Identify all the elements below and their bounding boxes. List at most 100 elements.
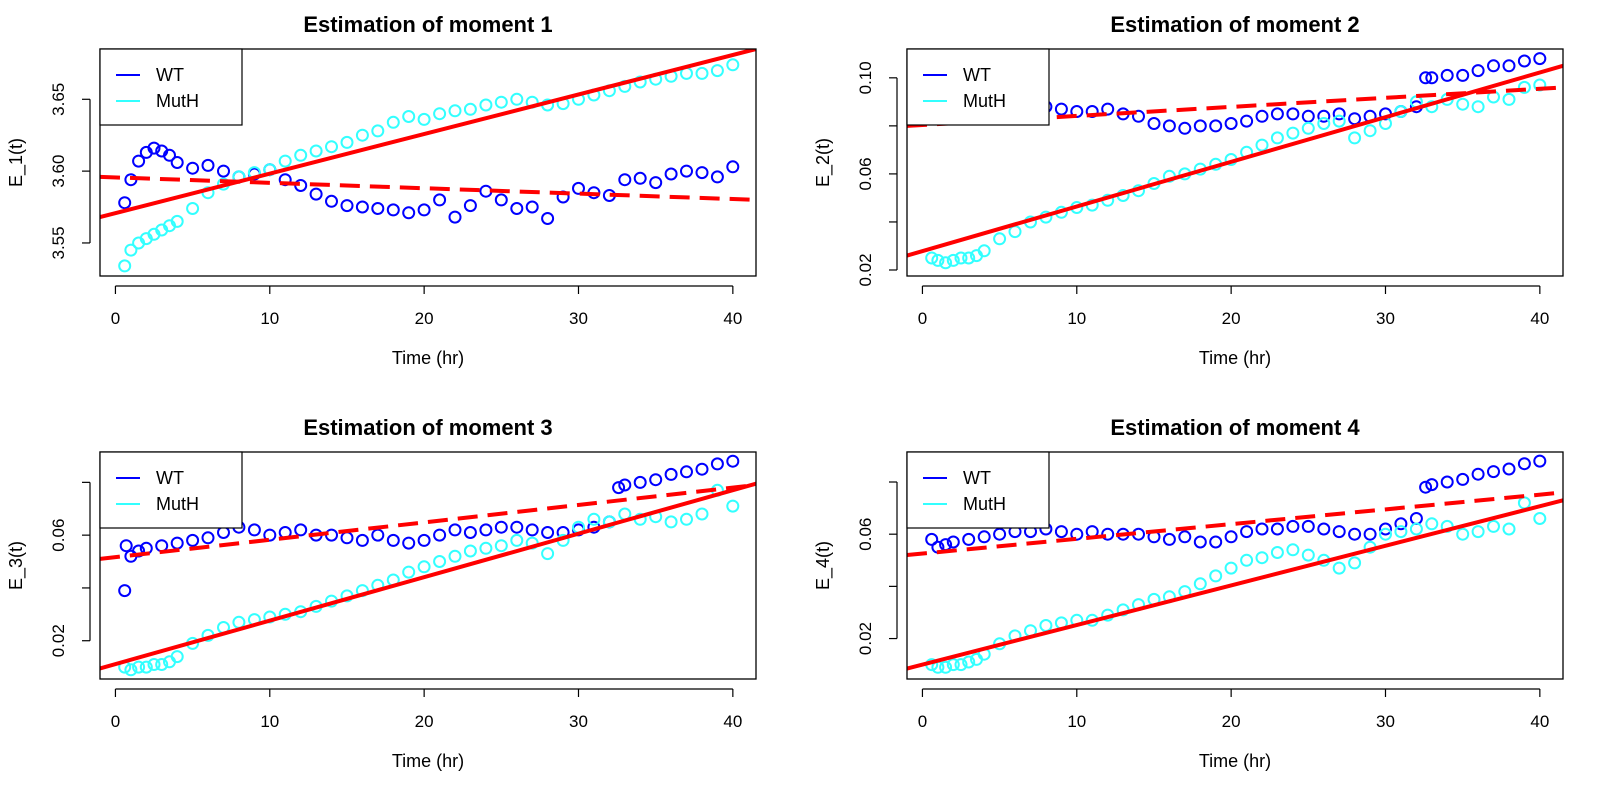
legend-label-wt: WT bbox=[963, 468, 991, 488]
x-axis-label: Time (hr) bbox=[392, 348, 464, 368]
data-point-wt bbox=[695, 166, 709, 180]
data-point-muth bbox=[232, 615, 246, 629]
data-point-muth bbox=[726, 58, 740, 72]
series-wt bbox=[118, 141, 740, 225]
data-point-wt bbox=[525, 523, 539, 537]
y-tick-label: 0.10 bbox=[856, 61, 875, 94]
data-point-muth bbox=[510, 92, 524, 106]
data-point-muth bbox=[1209, 569, 1223, 583]
data-point-muth bbox=[402, 565, 416, 579]
data-point-muth bbox=[170, 214, 184, 228]
data-point-muth bbox=[1348, 131, 1362, 145]
data-point-muth bbox=[1332, 561, 1346, 575]
data-point-muth bbox=[993, 232, 1007, 246]
data-point-muth bbox=[1224, 561, 1238, 575]
data-point-wt bbox=[1409, 512, 1423, 525]
data-point-muth bbox=[186, 202, 200, 215]
data-point-muth bbox=[1456, 527, 1470, 541]
data-point-wt bbox=[132, 154, 146, 168]
data-point-wt bbox=[1255, 522, 1269, 536]
fit-line-muth-solid bbox=[907, 63, 1563, 258]
plot-frame bbox=[99, 48, 757, 277]
data-point-muth bbox=[1193, 577, 1207, 591]
data-point-wt bbox=[664, 467, 678, 481]
data-point-wt bbox=[1101, 527, 1115, 541]
chart-title: Estimation of moment 2 bbox=[1110, 12, 1359, 37]
x-axis: 0 10 20 30 40 Time (hr) bbox=[111, 688, 742, 771]
x-axis: 0 10 20 30 40 Time (hr) bbox=[111, 285, 742, 368]
data-point-muth bbox=[1039, 619, 1053, 632]
data-point-wt bbox=[1487, 465, 1500, 479]
data-point-wt bbox=[1419, 71, 1433, 85]
legend-label-wt: WT bbox=[156, 65, 184, 85]
data-point-wt bbox=[448, 523, 462, 537]
y-axis-label: E_2(t) bbox=[813, 138, 834, 187]
data-point-muth bbox=[448, 104, 462, 118]
data-point-wt bbox=[1517, 54, 1531, 68]
data-point-muth bbox=[155, 658, 169, 671]
data-point-muth bbox=[433, 555, 447, 568]
data-point-muth bbox=[1270, 546, 1284, 559]
data-point-wt bbox=[1348, 527, 1362, 541]
data-point-muth bbox=[510, 533, 524, 547]
data-point-muth bbox=[139, 660, 153, 674]
data-point-wt bbox=[186, 533, 200, 547]
legend: WT MutH bbox=[99, 48, 243, 126]
data-point-wt bbox=[340, 531, 354, 545]
x-axis: 0 10 20 30 40 Time (hr) bbox=[918, 285, 1549, 368]
data-point-wt bbox=[433, 193, 447, 207]
data-point-wt bbox=[1193, 119, 1207, 133]
data-point-wt bbox=[1178, 121, 1192, 135]
data-point-muth bbox=[402, 110, 416, 123]
data-point-wt bbox=[186, 161, 200, 175]
data-point-muth bbox=[170, 650, 184, 664]
fit-line-muth-solid bbox=[100, 481, 756, 671]
data-point-wt bbox=[618, 173, 632, 187]
panel-3: Estimation of moment 3 0 10 20 30 40 Time (hr)… bbox=[6, 415, 757, 771]
data-point-wt bbox=[1419, 480, 1433, 494]
data-point-muth bbox=[977, 244, 991, 258]
data-point-muth bbox=[1471, 100, 1485, 114]
data-point-wt bbox=[1147, 117, 1161, 130]
data-point-muth bbox=[1471, 525, 1485, 539]
plot-frame bbox=[906, 48, 1564, 277]
fit-line-muth-solid bbox=[100, 49, 756, 220]
data-point-wt bbox=[618, 478, 632, 492]
data-point-muth bbox=[962, 655, 976, 669]
data-point-wt bbox=[355, 200, 369, 214]
data-point-wt bbox=[325, 194, 338, 208]
legend-label-muth: MutH bbox=[963, 91, 1006, 111]
data-point-wt bbox=[1240, 114, 1254, 128]
data-point-muth bbox=[479, 541, 493, 555]
data-point-wt bbox=[1456, 68, 1470, 82]
data-point-wt bbox=[1440, 68, 1454, 82]
data-point-wt bbox=[946, 535, 960, 549]
data-point-muth bbox=[1348, 556, 1362, 570]
x-tick-label: 40 bbox=[1530, 309, 1549, 328]
x-tick-label: 40 bbox=[723, 309, 742, 328]
data-point-muth bbox=[124, 243, 138, 257]
data-point-wt bbox=[1502, 59, 1516, 73]
x-tick-label: 20 bbox=[415, 309, 434, 328]
data-point-wt bbox=[726, 160, 740, 174]
data-point-wt bbox=[612, 481, 626, 495]
x-tick-label: 30 bbox=[569, 712, 588, 731]
data-point-wt bbox=[962, 532, 976, 546]
data-point-wt bbox=[263, 528, 277, 542]
data-point-wt bbox=[1471, 64, 1485, 78]
data-point-wt bbox=[1487, 59, 1500, 73]
plot-frame bbox=[99, 451, 757, 680]
chart-title: Estimation of moment 4 bbox=[1110, 415, 1360, 440]
data-point-wt bbox=[201, 158, 215, 172]
x-axis-label: Time (hr) bbox=[1199, 348, 1271, 368]
data-point-wt bbox=[695, 462, 709, 476]
data-point-wt bbox=[1209, 119, 1223, 133]
data-point-wt bbox=[1301, 519, 1315, 533]
data-point-wt bbox=[1255, 109, 1269, 123]
panel-1: Estimation of moment 1 0 10 20 30 40 Time (hr)… bbox=[6, 12, 757, 368]
data-point-wt bbox=[510, 520, 524, 534]
data-point-wt bbox=[170, 536, 184, 550]
data-point-muth bbox=[463, 102, 477, 116]
data-point-muth bbox=[494, 95, 508, 109]
